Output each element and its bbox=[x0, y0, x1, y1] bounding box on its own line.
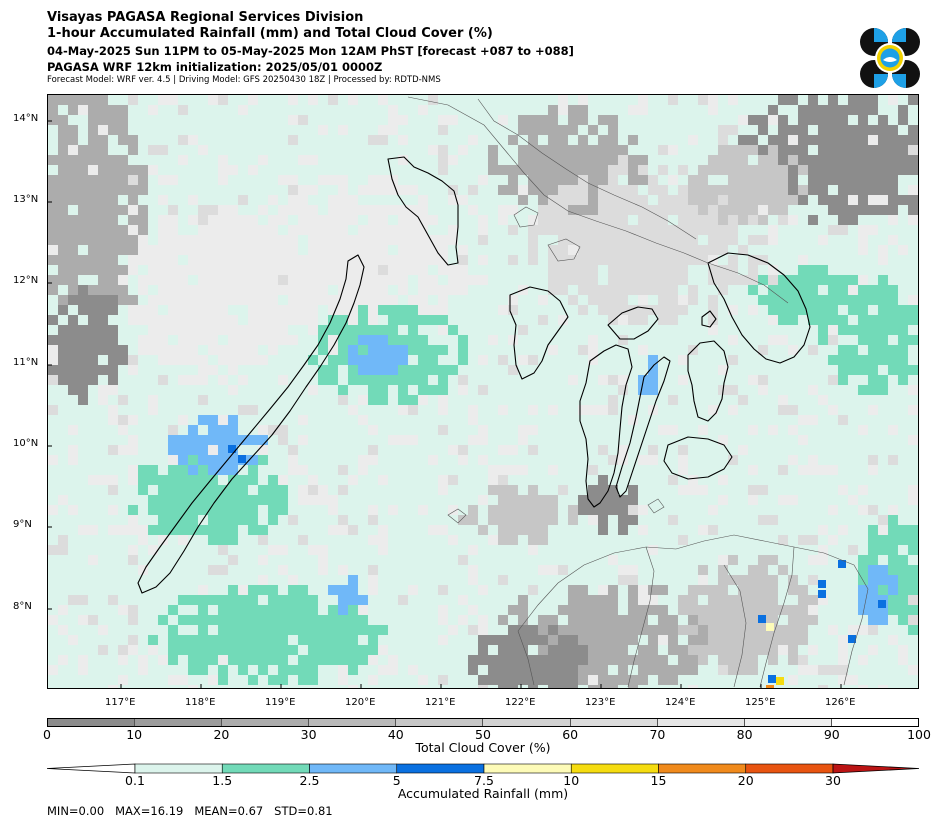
lon-tick-label: 119°E bbox=[265, 697, 296, 708]
cloud-colorbar-segment bbox=[744, 719, 832, 726]
lon-tick-label: 122°E bbox=[505, 697, 536, 708]
rain-colorbar-tick-label: 20 bbox=[737, 773, 754, 788]
lon-tick-label: 123°E bbox=[585, 697, 616, 708]
cebu-coast bbox=[615, 356, 671, 498]
cloud-colorbar-tick-label: 50 bbox=[475, 727, 491, 742]
cloud-cover-colorbar-title: Total Cloud Cover (%) bbox=[415, 740, 551, 755]
cloud-colorbar-segment bbox=[483, 719, 571, 726]
rain-colorbar-tick-label: 5 bbox=[392, 773, 401, 788]
palawan-coast bbox=[137, 254, 365, 594]
rain-colorbar-segment bbox=[745, 763, 834, 774]
lat-tick-label: 12°N bbox=[13, 275, 39, 286]
rain-colorbar-tick-label: 0.1 bbox=[125, 773, 145, 788]
samar-coast bbox=[707, 252, 811, 364]
lat-tick-label: 8°N bbox=[13, 601, 32, 612]
rainfall-colorbar bbox=[47, 763, 920, 774]
cloud-cover-colorbar bbox=[47, 718, 919, 727]
lon-tick-label: 121°E bbox=[425, 697, 456, 708]
rain-colorbar-segment bbox=[570, 763, 659, 774]
leyte-coast bbox=[687, 340, 729, 422]
zamboanga-outline bbox=[517, 630, 535, 686]
rain-colorbar-segment bbox=[221, 763, 310, 774]
cloud-colorbar-tick-label: 80 bbox=[736, 727, 753, 742]
rain-colorbar-segment bbox=[134, 763, 223, 774]
davao-outline bbox=[723, 564, 747, 688]
luzon-outline bbox=[407, 96, 789, 304]
cloud-colorbar-segment bbox=[222, 719, 310, 726]
lon-tick-label: 120°E bbox=[345, 697, 376, 708]
model-initialization: PAGASA WRF 12km initialization: 2025/05/… bbox=[47, 60, 383, 74]
marinduque-outline bbox=[513, 206, 539, 228]
rain-colorbar-segment bbox=[658, 763, 747, 774]
cloud-colorbar-tick-label: 90 bbox=[823, 727, 840, 742]
chart-subtitle: 1-hour Accumulated Rainfall (mm) and Tot… bbox=[47, 26, 493, 41]
cloud-colorbar-tick-label: 20 bbox=[213, 727, 230, 742]
chart-title: Visayas PAGASA Regional Services Divisio… bbox=[47, 10, 364, 25]
cloud-colorbar-segment bbox=[570, 719, 658, 726]
panay-coast bbox=[509, 286, 569, 380]
lon-tick-label: 126°E bbox=[825, 697, 856, 708]
mindoro-coast bbox=[387, 156, 459, 266]
rain-colorbar-segment bbox=[396, 763, 485, 774]
masbate-coast bbox=[607, 306, 659, 340]
agusan-outline bbox=[759, 546, 795, 688]
rainfall-cloud-map bbox=[47, 94, 919, 689]
cloud-colorbar-tick-label: 10 bbox=[126, 727, 143, 742]
rain-colorbar-tick-label: 30 bbox=[825, 773, 841, 788]
cloud-colorbar-segment bbox=[309, 719, 397, 726]
lat-tick-label: 10°N bbox=[13, 438, 39, 449]
cloud-colorbar-segment bbox=[831, 719, 918, 726]
cloud-colorbar-tick-label: 0 bbox=[43, 727, 51, 742]
sibuyan-outline bbox=[547, 238, 581, 262]
lon-tick-label: 117°E bbox=[105, 697, 136, 708]
sulu-outline bbox=[447, 508, 467, 524]
bohol-coast bbox=[663, 436, 733, 480]
lon-tick-label: 125°E bbox=[745, 697, 776, 708]
cloud-colorbar-segment bbox=[48, 719, 136, 726]
model-info: Forecast Model: WRF ver. 4.5 | Driving M… bbox=[47, 75, 441, 85]
luzon-inner-outline bbox=[477, 98, 697, 240]
statistics-summary: MIN=0.00 MAX=16.19 MEAN=0.67 STD=0.81 bbox=[47, 804, 333, 818]
cloud-colorbar-segment bbox=[135, 719, 223, 726]
cloud-colorbar-tick-label: 30 bbox=[300, 727, 317, 742]
cloud-colorbar-tick-label: 40 bbox=[387, 727, 404, 742]
lat-tick-label: 13°N bbox=[13, 194, 39, 205]
cloud-colorbar-tick-label: 70 bbox=[649, 727, 666, 742]
lat-tick-label: 14°N bbox=[13, 113, 39, 124]
rain-colorbar-segment bbox=[483, 763, 572, 774]
bukidnon-outline bbox=[627, 546, 655, 688]
lat-tick-label: 9°N bbox=[13, 519, 32, 530]
rain-colorbar-tick-label: 15 bbox=[650, 773, 667, 788]
negros-coast bbox=[579, 344, 633, 508]
cloud-colorbar-tick-label: 100 bbox=[907, 727, 931, 742]
cloud-colorbar-segment bbox=[396, 719, 484, 726]
rain-colorbar-tick-label: 1.5 bbox=[212, 773, 233, 788]
rain-colorbar-tick-label: 7.5 bbox=[474, 773, 494, 788]
cloud-colorbar-tick-label: 60 bbox=[562, 727, 579, 742]
rain-colorbar-segment bbox=[309, 763, 398, 774]
rain-colorbar-tick-label: 10 bbox=[563, 773, 580, 788]
rain-colorbar-tick-label: 2.5 bbox=[299, 773, 320, 788]
lon-tick-label: 118°E bbox=[185, 697, 216, 708]
forecast-time-range: 04-May-2025 Sun 11PM to 05-May-2025 Mon … bbox=[47, 44, 574, 58]
rain-colorbar-min-arrow bbox=[47, 763, 136, 774]
rain-colorbar-max-arrow bbox=[832, 763, 920, 774]
cloud-colorbar-segment bbox=[657, 719, 745, 726]
pagasa-logo-icon bbox=[859, 27, 921, 89]
lat-tick-label: 11°N bbox=[13, 357, 39, 368]
rainfall-colorbar-title: Accumulated Rainfall (mm) bbox=[397, 786, 569, 801]
lon-tick-label: 124°E bbox=[665, 697, 696, 708]
mindanao-outline bbox=[517, 534, 869, 686]
siquijor-outline bbox=[647, 498, 665, 514]
biliran-coast bbox=[701, 310, 717, 328]
